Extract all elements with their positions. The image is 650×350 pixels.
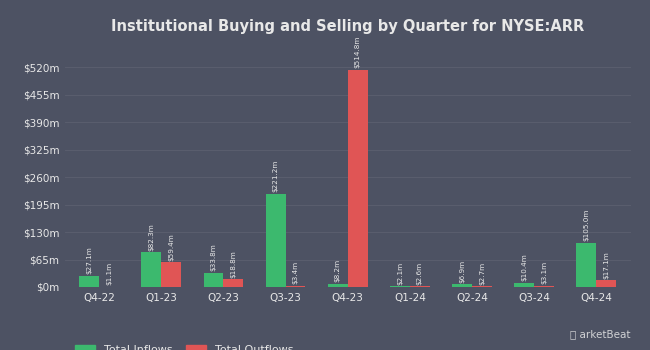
Bar bbox=[410, 286, 430, 287]
Bar bbox=[514, 282, 534, 287]
Bar bbox=[161, 262, 181, 287]
Text: $2.7m: $2.7m bbox=[479, 261, 485, 285]
Bar bbox=[285, 286, 306, 287]
Text: $2.6m: $2.6m bbox=[417, 261, 423, 285]
Bar bbox=[472, 286, 492, 287]
Text: $514.8m: $514.8m bbox=[355, 36, 361, 68]
Bar bbox=[203, 273, 224, 287]
Bar bbox=[266, 194, 285, 287]
Text: $82.3m: $82.3m bbox=[148, 223, 155, 251]
Text: ⸻ arketBeat: ⸻ arketBeat bbox=[570, 329, 630, 340]
Bar bbox=[224, 279, 243, 287]
Text: $27.1m: $27.1m bbox=[86, 246, 92, 274]
Bar bbox=[534, 286, 554, 287]
Text: $8.2m: $8.2m bbox=[335, 259, 341, 282]
Bar bbox=[596, 280, 616, 287]
Bar bbox=[452, 284, 472, 287]
Bar bbox=[79, 275, 99, 287]
Bar bbox=[328, 284, 348, 287]
Bar bbox=[390, 286, 410, 287]
Text: $18.8m: $18.8m bbox=[230, 250, 237, 278]
Bar bbox=[577, 243, 596, 287]
Text: $33.8m: $33.8m bbox=[211, 244, 216, 272]
Text: $17.1m: $17.1m bbox=[603, 251, 609, 279]
Text: $1.1m: $1.1m bbox=[106, 262, 112, 285]
Text: $221.2m: $221.2m bbox=[272, 160, 279, 192]
Text: $6.9m: $6.9m bbox=[459, 260, 465, 283]
Bar bbox=[348, 70, 368, 287]
Text: $2.1m: $2.1m bbox=[397, 262, 403, 285]
Title: Institutional Buying and Selling by Quarter for NYSE:ARR: Institutional Buying and Selling by Quar… bbox=[111, 19, 584, 34]
Text: $10.4m: $10.4m bbox=[521, 254, 527, 281]
Text: $3.1m: $3.1m bbox=[541, 261, 547, 285]
Text: $59.4m: $59.4m bbox=[168, 233, 174, 261]
Bar bbox=[142, 252, 161, 287]
Legend: Total Inflows, Total Outflows: Total Inflows, Total Outflows bbox=[71, 340, 298, 350]
Text: $3.4m: $3.4m bbox=[292, 261, 298, 284]
Text: $105.0m: $105.0m bbox=[584, 209, 590, 241]
